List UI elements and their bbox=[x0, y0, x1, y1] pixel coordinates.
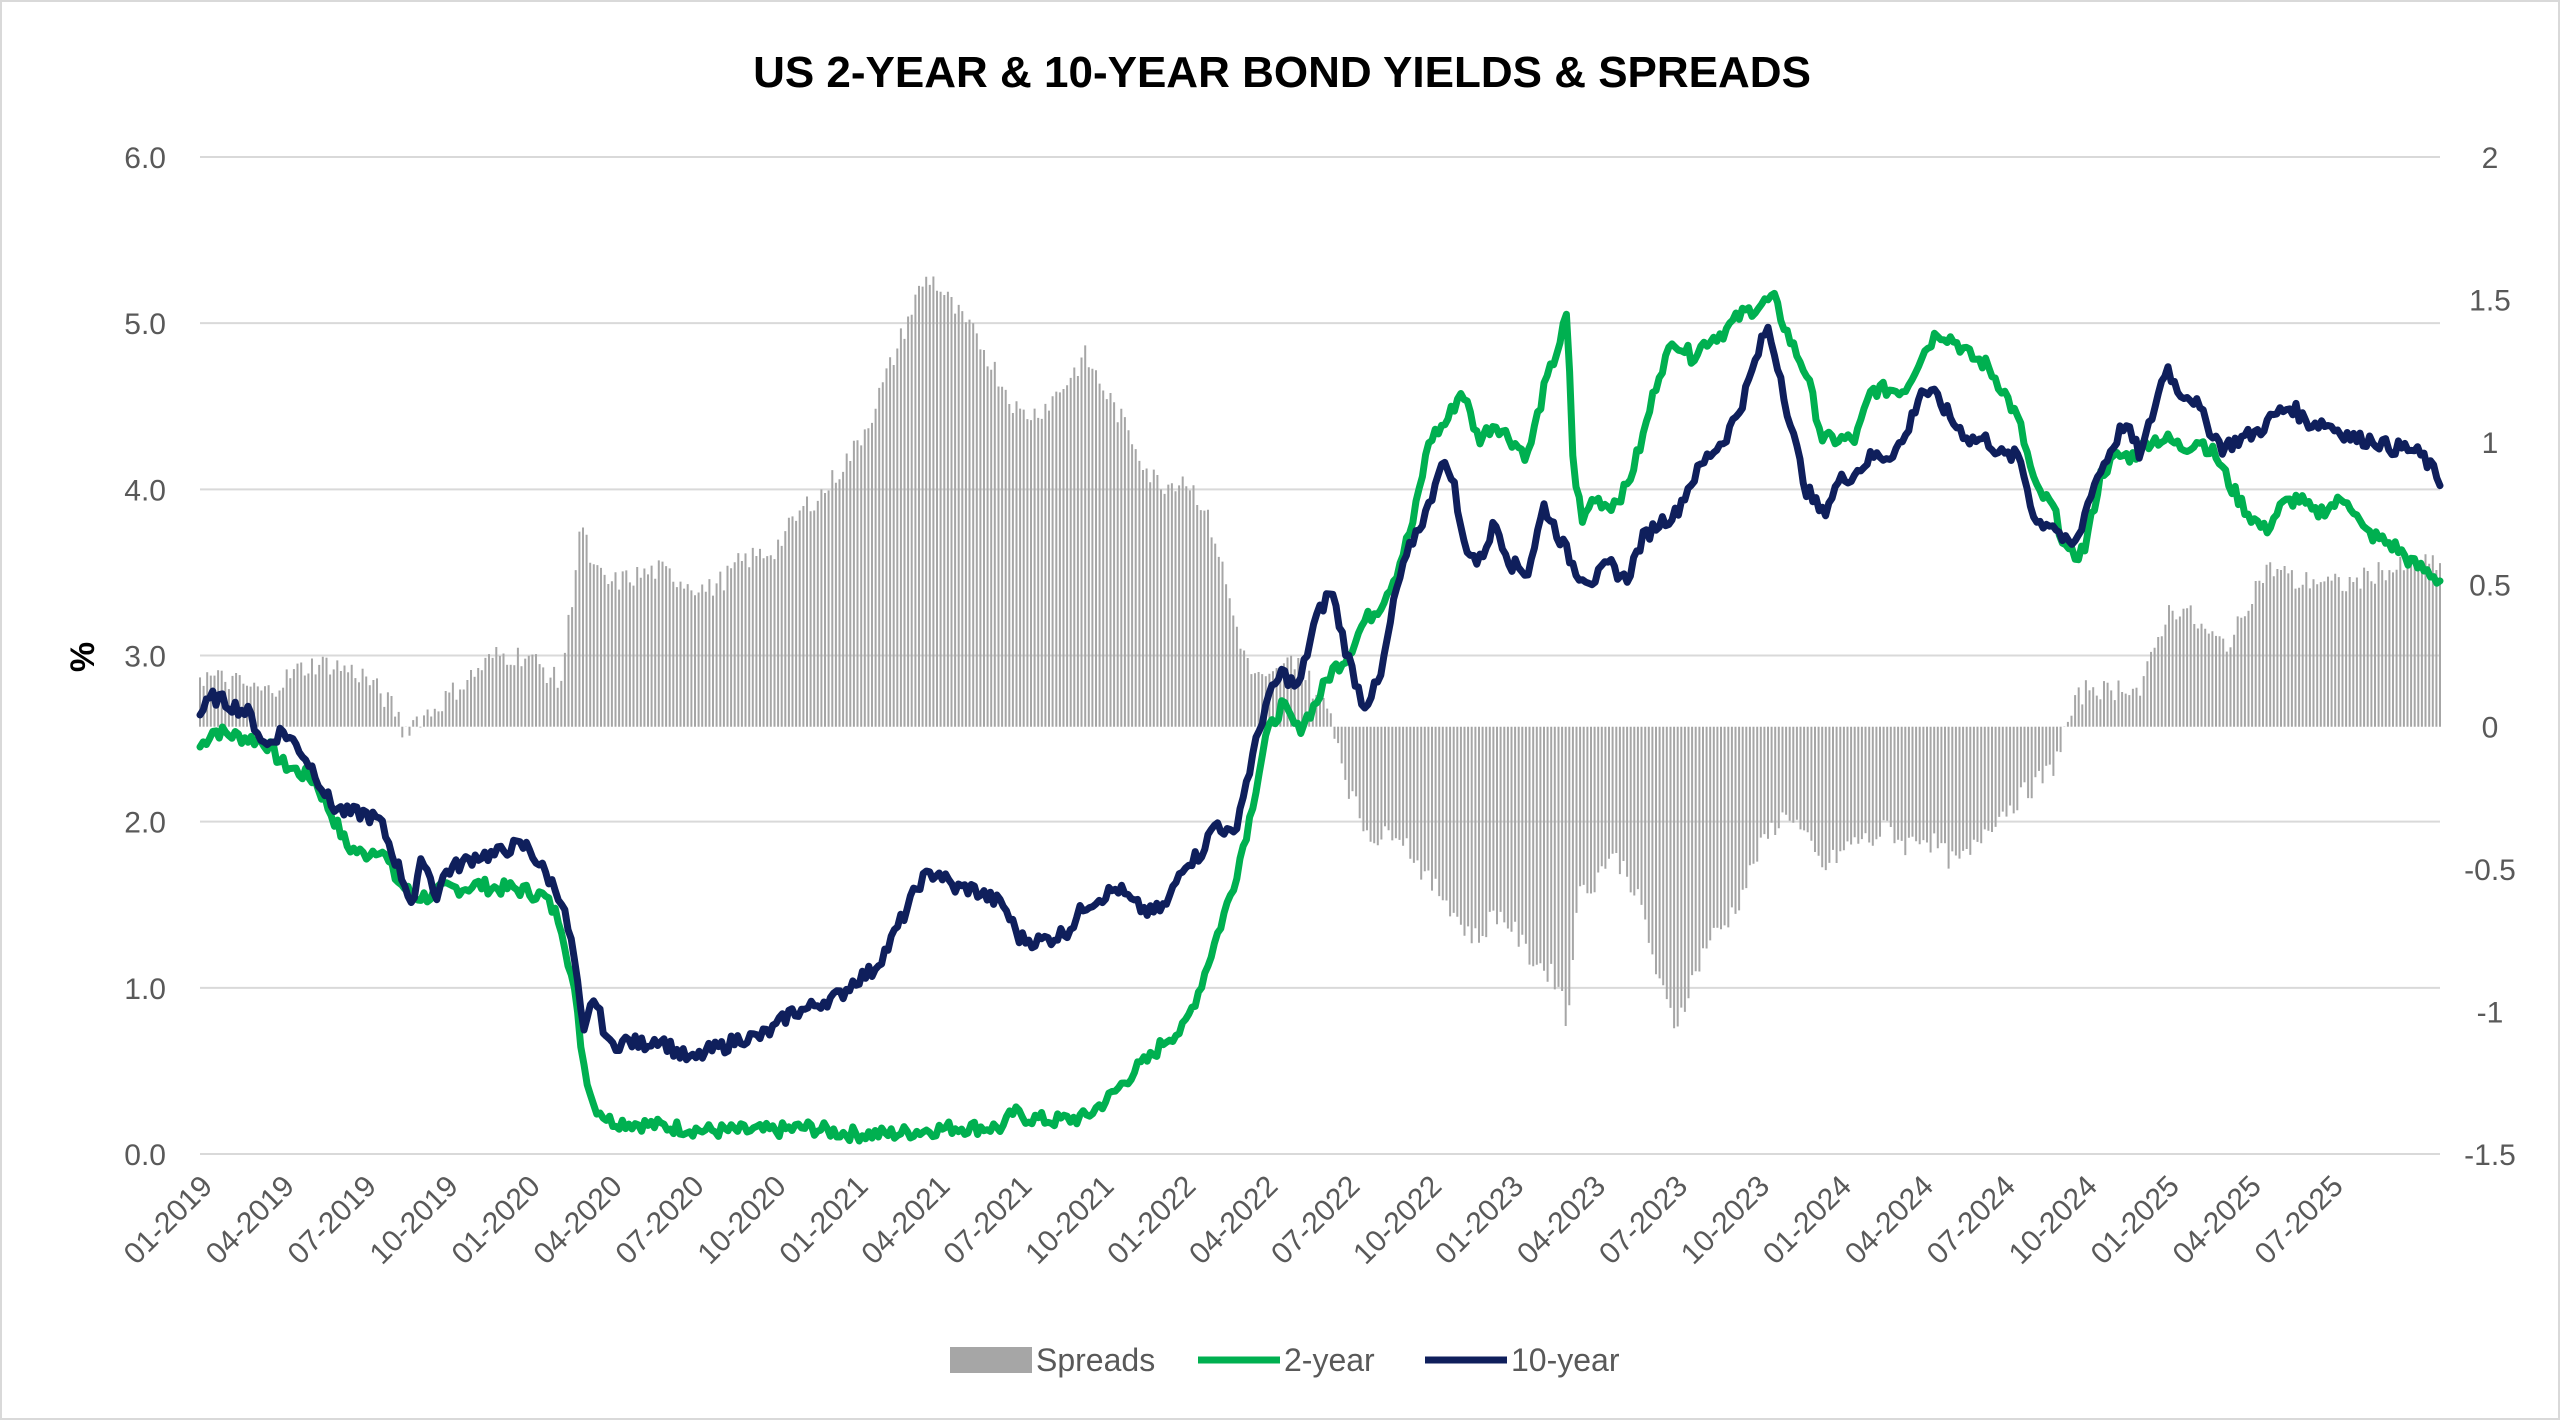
x-tick-label: 07-2019 bbox=[282, 1170, 383, 1271]
x-tick-label: 04-2025 bbox=[2167, 1170, 2268, 1271]
x-tick-label: 07-2022 bbox=[1265, 1170, 1366, 1271]
right-tick-label: -0.5 bbox=[2464, 854, 2516, 887]
legend-label: 10-year bbox=[1511, 1342, 1620, 1378]
legend: Spreads 2-year 10-year bbox=[950, 1342, 1620, 1378]
left-tick-label: 0.0 bbox=[124, 1139, 166, 1172]
right-tick-label: -1.5 bbox=[2464, 1139, 2516, 1172]
legend-swatch-spreads bbox=[950, 1347, 1032, 1373]
left-tick-label: 1.0 bbox=[124, 973, 166, 1006]
x-tick-label: 01-2025 bbox=[2085, 1170, 2186, 1271]
x-axis: 01-201904-201907-201910-201901-202004-20… bbox=[118, 1170, 2350, 1271]
left-tick-label: 4.0 bbox=[124, 474, 166, 507]
x-tick-label: 01-2021 bbox=[773, 1170, 874, 1271]
chart-title: US 2-YEAR & 10-YEAR BOND YIELDS & SPREAD… bbox=[753, 48, 1811, 97]
x-tick-label: 07-2025 bbox=[2249, 1170, 2350, 1271]
yield-lines bbox=[196, 289, 2444, 1145]
x-tick-label: 01-2024 bbox=[1757, 1170, 1858, 1271]
x-tick-label: 07-2023 bbox=[1593, 1170, 1694, 1271]
left-tick-label: 2.0 bbox=[124, 807, 166, 840]
x-tick-label: 01-2020 bbox=[446, 1170, 547, 1271]
x-tick-label: 10-2024 bbox=[2003, 1170, 2104, 1271]
x-tick-label: 07-2021 bbox=[937, 1170, 1038, 1271]
right-tick-label: 0 bbox=[2482, 712, 2499, 745]
legend-label: Spreads bbox=[1036, 1342, 1155, 1378]
right-tick-label: 0.5 bbox=[2469, 569, 2511, 602]
left-tick-label: 6.0 bbox=[124, 142, 166, 175]
left-tick-label: 5.0 bbox=[124, 308, 166, 341]
x-tick-label: 04-2019 bbox=[200, 1170, 301, 1271]
legend-label: 2-year bbox=[1284, 1342, 1375, 1378]
x-tick-label: 04-2021 bbox=[855, 1170, 956, 1271]
x-tick-label: 04-2024 bbox=[1839, 1170, 1940, 1271]
x-tick-label: 10-2021 bbox=[1019, 1170, 1120, 1271]
x-tick-label: 04-2022 bbox=[1183, 1170, 1284, 1271]
x-tick-label: 10-2022 bbox=[1347, 1170, 1448, 1271]
spreads-series bbox=[199, 276, 2441, 1029]
ten-year-line bbox=[196, 323, 2444, 1064]
right-tick-label: -1 bbox=[2477, 997, 2504, 1030]
left-y-axis: 0.0 1.0 2.0 3.0 4.0 5.0 6.0 bbox=[124, 142, 166, 1172]
x-tick-label: 04-2020 bbox=[528, 1170, 629, 1271]
x-tick-label: 10-2020 bbox=[691, 1170, 792, 1271]
right-tick-label: 1.5 bbox=[2469, 284, 2511, 317]
x-tick-label: 10-2023 bbox=[1675, 1170, 1776, 1271]
x-tick-label: 10-2019 bbox=[364, 1170, 465, 1271]
x-tick-label: 01-2022 bbox=[1101, 1170, 1202, 1271]
two-year-line bbox=[196, 289, 2444, 1145]
x-tick-label: 01-2023 bbox=[1429, 1170, 1530, 1271]
left-tick-label: 3.0 bbox=[124, 641, 166, 674]
right-tick-label: 2 bbox=[2482, 142, 2499, 175]
x-tick-label: 04-2023 bbox=[1511, 1170, 1612, 1271]
x-tick-label: 07-2024 bbox=[1921, 1170, 2022, 1271]
x-tick-label: 07-2020 bbox=[609, 1170, 710, 1271]
right-tick-label: 1 bbox=[2482, 427, 2499, 460]
x-tick-label: 01-2019 bbox=[118, 1170, 219, 1271]
right-y-axis: -1.5 -1 -0.5 0 0.5 1 1.5 2 bbox=[2464, 142, 2516, 1172]
y-axis-label: % bbox=[64, 642, 102, 672]
